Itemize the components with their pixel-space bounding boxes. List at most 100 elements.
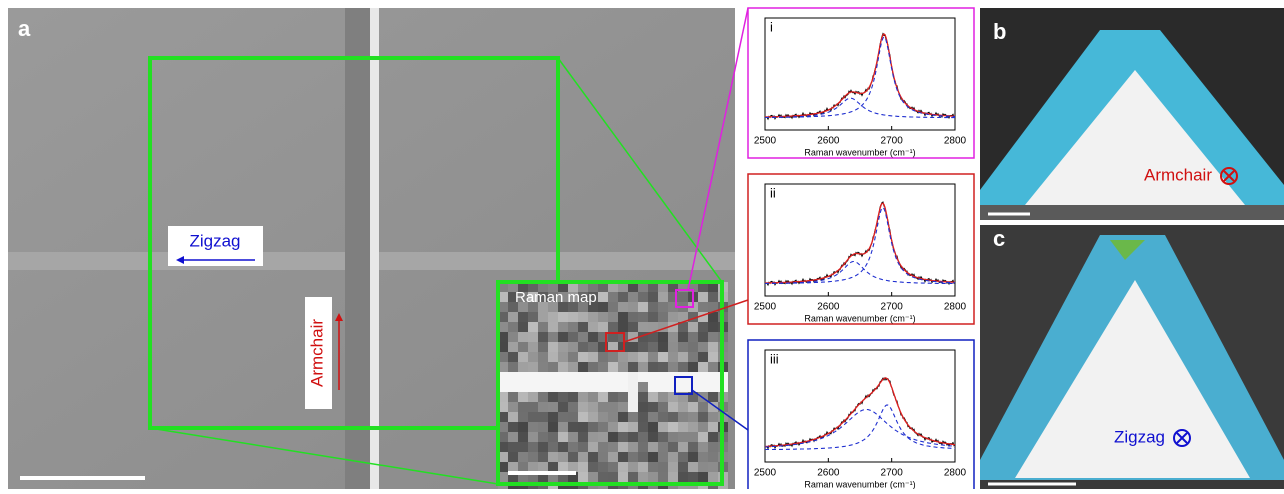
- map-pixel: [548, 362, 558, 372]
- map-pixel: [608, 392, 618, 402]
- map-pixel: [698, 382, 708, 392]
- map-pixel: [568, 382, 578, 392]
- map-pixel: [558, 442, 568, 452]
- map-pixel: [518, 432, 528, 442]
- map-pixel: [608, 442, 618, 452]
- map-pixel: [638, 372, 648, 382]
- map-pixel: [538, 332, 548, 342]
- map-pixel: [618, 312, 628, 322]
- map-pixel: [588, 372, 598, 382]
- map-pixel: [688, 352, 698, 362]
- map-pixel: [538, 402, 548, 412]
- map-pixel: [608, 352, 618, 362]
- map-pixel: [648, 362, 658, 372]
- map-pixel: [518, 372, 528, 382]
- map-pixel: [598, 452, 608, 462]
- map-pixel: [508, 372, 518, 382]
- map-pixel: [628, 372, 638, 382]
- map-pixel: [508, 362, 518, 372]
- map-pixel: [638, 362, 648, 372]
- map-pixel: [598, 312, 608, 322]
- map-pixel: [618, 292, 628, 302]
- map-pixel: [668, 442, 678, 452]
- map-pixel: [578, 402, 588, 412]
- map-pixel: [628, 452, 638, 462]
- map-pixel: [608, 412, 618, 422]
- map-pixel: [708, 342, 718, 352]
- map-pixel: [668, 472, 678, 482]
- map-pixel: [538, 372, 548, 382]
- map-pixel: [638, 432, 648, 442]
- spectrum-label: ii: [770, 185, 776, 200]
- map-pixel: [558, 422, 568, 432]
- map-pixel: [538, 422, 548, 432]
- map-pixel: [638, 312, 648, 322]
- map-pixel: [518, 452, 528, 462]
- map-pixel: [708, 382, 718, 392]
- map-pixel: [518, 422, 528, 432]
- map-pixel: [588, 432, 598, 442]
- map-pixel: [638, 472, 648, 482]
- panel-b: b Armchair: [980, 8, 1284, 220]
- map-pixel: [538, 322, 548, 332]
- map-pixel: [698, 432, 708, 442]
- map-pixel: [678, 462, 688, 472]
- map-pixel: [628, 382, 638, 392]
- map-pixel: [538, 412, 548, 422]
- map-pixel: [598, 352, 608, 362]
- map-pixel: [558, 412, 568, 422]
- map-pixel: [648, 312, 658, 322]
- map-pixel: [668, 432, 678, 442]
- panel-c: c Zigzag: [980, 225, 1284, 489]
- map-pixel: [648, 372, 658, 382]
- map-pixel: [638, 392, 648, 402]
- map-pixel: [648, 342, 658, 352]
- map-pixel: [628, 302, 638, 312]
- map-pixel: [598, 322, 608, 332]
- map-pixel: [588, 312, 598, 322]
- map-pixel: [508, 312, 518, 322]
- map-pixel: [568, 462, 578, 472]
- map-pixel: [658, 312, 668, 322]
- map-pixel: [508, 392, 518, 402]
- map-pixel: [678, 342, 688, 352]
- x-tick-label: 2700: [881, 468, 904, 479]
- map-pixel: [688, 362, 698, 372]
- map-pixel: [548, 462, 558, 472]
- map-pixel: [588, 462, 598, 472]
- map-pixel: [528, 462, 538, 472]
- map-pixel: [558, 352, 568, 362]
- map-pixel: [658, 382, 668, 392]
- map-pixel: [608, 372, 618, 382]
- map-pixel: [708, 472, 718, 482]
- map-pixel: [608, 462, 618, 472]
- map-pixel: [678, 412, 688, 422]
- map-pixel: [648, 292, 658, 302]
- map-pixel: [658, 392, 668, 402]
- map-pixel: [518, 322, 528, 332]
- map-pixel: [668, 382, 678, 392]
- map-pixel: [638, 302, 648, 312]
- map-pixel: [518, 352, 528, 362]
- map-pixel: [548, 332, 558, 342]
- map-pixel: [558, 392, 568, 402]
- map-pixel: [698, 322, 708, 332]
- map-pixel: [618, 372, 628, 382]
- map-pixel: [578, 312, 588, 322]
- x-axis-label: Raman wavenumber (cm⁻¹): [804, 147, 915, 157]
- map-pixel: [528, 442, 538, 452]
- map-pixel: [688, 422, 698, 432]
- map-pixel: [598, 472, 608, 482]
- map-pixel: [648, 432, 658, 442]
- map-pixel: [518, 362, 528, 372]
- map-pixel: [538, 462, 548, 472]
- map-pixel: [648, 452, 658, 462]
- map-pixel: [528, 422, 538, 432]
- map-pixel: [598, 302, 608, 312]
- map-pixel: [698, 472, 708, 482]
- x-tick-label: 2500: [754, 302, 777, 313]
- map-pixel: [638, 382, 648, 392]
- map-pixel: [618, 322, 628, 332]
- map-pixel: [538, 432, 548, 442]
- map-pixel: [568, 362, 578, 372]
